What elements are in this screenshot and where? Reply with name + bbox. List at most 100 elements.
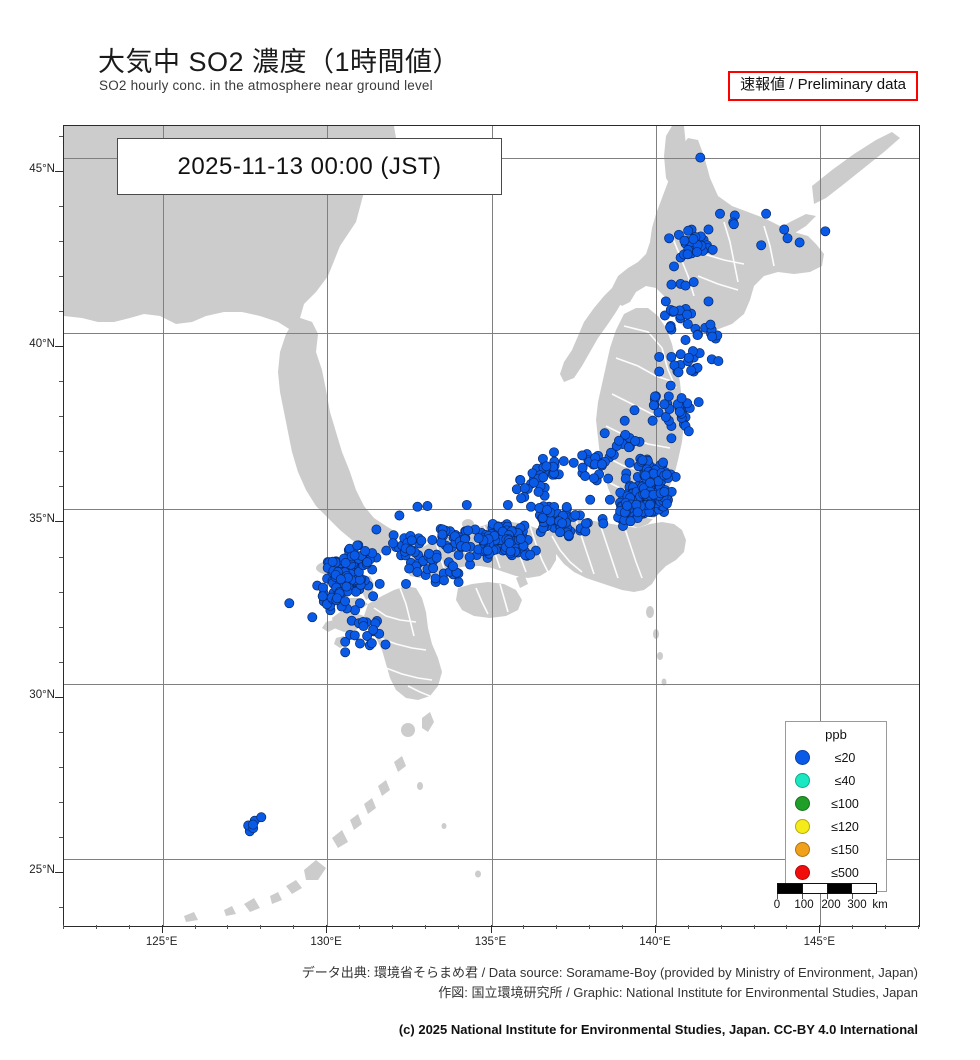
legend-color-swatch-red xyxy=(795,865,810,880)
legend-label-5: ≤500 xyxy=(831,865,859,880)
legend-title: ppb xyxy=(825,727,847,742)
x-minor-tick xyxy=(523,925,525,929)
x-minor-tick xyxy=(918,925,919,929)
legend-label-1: ≤40 xyxy=(834,773,856,788)
legend-item-0[interactable]: ≤20 xyxy=(792,746,880,769)
x-tick-135 xyxy=(490,925,492,933)
x-minor-tick xyxy=(457,925,459,929)
gridline-lon-130 xyxy=(327,126,328,926)
x-minor-tick xyxy=(63,925,64,929)
x-minor-tick xyxy=(128,925,130,929)
x-minor-tick xyxy=(556,925,558,929)
legend-label-4: ≤150 xyxy=(831,842,859,857)
y-tick-25 xyxy=(55,872,63,874)
y-minor-tick xyxy=(59,626,63,628)
x-minor-tick xyxy=(391,925,393,929)
legend-color-swatch-blue xyxy=(795,750,810,765)
scale-label-2: 200 xyxy=(821,899,841,911)
legend-color-swatch-turquoise xyxy=(795,773,810,788)
page-subtitle: SO2 hourly conc. in the atmosphere near … xyxy=(99,78,433,93)
x-tick-label-140: 140°E xyxy=(639,936,671,948)
scale-segment-1 xyxy=(802,884,828,893)
legend-color-swatch-yellow xyxy=(795,819,810,834)
x-minor-tick xyxy=(95,925,97,929)
x-minor-tick xyxy=(194,925,196,929)
copyright-line: (c) 2025 National Institute for Environm… xyxy=(398,1022,918,1037)
x-tick-130 xyxy=(326,925,328,933)
scale-segment-2 xyxy=(827,884,853,893)
legend-label-2: ≤100 xyxy=(831,796,859,811)
x-minor-tick xyxy=(227,925,229,929)
x-minor-tick xyxy=(622,925,624,929)
legend-item-4[interactable]: ≤150 xyxy=(792,838,880,861)
x-tick-145 xyxy=(819,925,821,933)
x-minor-tick xyxy=(358,925,360,929)
y-minor-tick xyxy=(59,556,63,558)
x-tick-label-125: 125°E xyxy=(145,936,178,948)
y-minor-tick xyxy=(59,732,63,734)
x-minor-tick xyxy=(753,925,755,929)
scale-bar-segments xyxy=(777,883,877,894)
scale-segment-3 xyxy=(852,884,876,893)
x-tick-label-130: 130°E xyxy=(310,936,342,948)
source-footer: データ出典: 環境省そらまめ君 / Data source: Soramame-… xyxy=(0,963,918,1003)
legend-color-swatch-green xyxy=(795,796,810,811)
x-tick-125 xyxy=(161,925,163,933)
scale-segment-0 xyxy=(778,884,803,893)
x-minor-tick xyxy=(687,925,689,929)
legend-panel: ppb ≤20 ≤40 ≤100 ≤120 ≤150 ≤500 xyxy=(785,721,887,892)
gridline-lon-140 xyxy=(656,126,657,926)
map-plot-area[interactable]: 2025-11-13 00:00 (JST) ppb ≤20 ≤40 ≤100 … xyxy=(63,125,920,927)
y-tick-30 xyxy=(55,696,63,698)
x-minor-tick xyxy=(260,925,262,929)
y-tick-label-30: 30°N xyxy=(29,688,55,701)
legend-item-2[interactable]: ≤100 xyxy=(792,792,880,815)
y-minor-tick xyxy=(59,661,63,663)
gridline-lon-125 xyxy=(162,126,164,926)
y-minor-tick xyxy=(59,591,63,593)
x-minor-tick xyxy=(424,925,426,929)
legend-label-0: ≤20 xyxy=(834,750,856,765)
footer-line-2: 作図: 国立環境研究所 / Graphic: National Institut… xyxy=(438,985,918,1001)
y-minor-tick xyxy=(59,767,63,769)
x-minor-tick xyxy=(293,925,295,929)
scale-bar: 0 100 200 300 km xyxy=(773,883,888,913)
y-tick-35 xyxy=(55,521,63,523)
x-tick-140 xyxy=(654,925,656,933)
y-tick-label-25: 25°N xyxy=(29,864,55,877)
y-minor-tick xyxy=(59,802,63,804)
legend-item-5[interactable]: ≤500 xyxy=(792,861,880,884)
legend-item-1[interactable]: ≤40 xyxy=(792,769,880,792)
y-minor-tick xyxy=(59,381,63,383)
x-tick-label-135: 135°E xyxy=(474,936,507,948)
y-minor-tick xyxy=(59,240,63,242)
y-tick-label-35: 35°N xyxy=(29,513,55,526)
x-tick-label-145: 145°E xyxy=(803,936,836,948)
x-minor-tick xyxy=(885,925,887,929)
scale-bar-labels: 0 100 200 300 km xyxy=(773,899,888,913)
scale-label-3: 300 xyxy=(847,899,867,911)
preliminary-data-badge: 速報値 / Preliminary data xyxy=(728,71,918,101)
y-minor-tick xyxy=(59,275,63,277)
y-tick-40 xyxy=(55,346,63,348)
gridline-lon-145 xyxy=(820,126,822,926)
x-minor-tick xyxy=(720,925,722,929)
scale-bar-ticks xyxy=(777,894,877,899)
y-minor-tick xyxy=(59,451,63,453)
y-minor-tick xyxy=(59,486,63,488)
footer-line-1: データ出典: 環境省そらまめ君 / Data source: Soramame-… xyxy=(301,965,918,980)
x-minor-tick xyxy=(786,925,788,929)
scale-unit: km xyxy=(872,899,888,911)
legend-color-swatch-orange xyxy=(795,842,810,857)
timestamp-box: 2025-11-13 00:00 (JST) xyxy=(117,138,502,195)
y-tick-45 xyxy=(55,170,63,172)
legend-item-3[interactable]: ≤120 xyxy=(792,815,880,838)
station-points-layer[interactable] xyxy=(64,126,919,926)
y-minor-tick xyxy=(59,310,63,312)
y-minor-tick xyxy=(59,837,63,839)
scale-label-0: 0 xyxy=(773,899,781,911)
y-minor-tick xyxy=(59,205,63,207)
y-minor-tick xyxy=(59,135,63,137)
page-title: 大気中 SO2 濃度（1時間値） xyxy=(98,47,461,77)
legend-label-3: ≤120 xyxy=(831,819,859,834)
